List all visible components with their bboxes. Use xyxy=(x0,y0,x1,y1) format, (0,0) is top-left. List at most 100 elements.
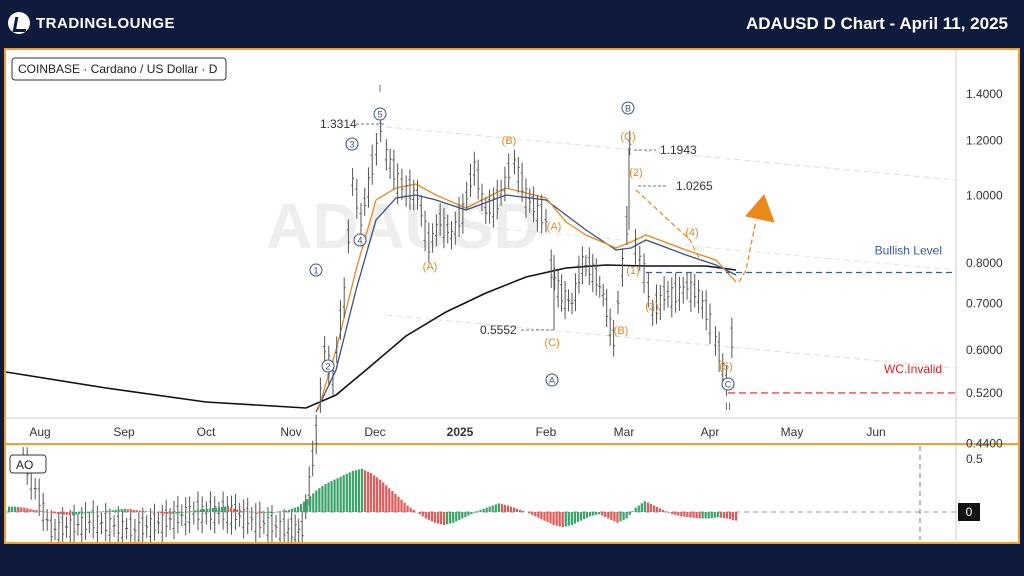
wave-label-b-small: (B) xyxy=(502,135,517,147)
ao-bar xyxy=(628,512,631,515)
ao-bar xyxy=(464,512,467,518)
ao-bar xyxy=(38,510,41,512)
ao-bar xyxy=(634,507,637,512)
wave-label-3-orange: (3) xyxy=(645,301,658,313)
ao-bar xyxy=(290,508,294,512)
ao-bar xyxy=(266,512,269,514)
ao-bar xyxy=(576,512,580,523)
ao-bar xyxy=(452,512,455,523)
wave-label-2-orange: (2) xyxy=(629,167,642,179)
ao-bar xyxy=(84,512,87,514)
ao-bar xyxy=(14,506,17,512)
ao-bar xyxy=(631,511,634,512)
wave-label-4-orange: (4) xyxy=(685,227,698,239)
wave-label-3: 3 xyxy=(349,140,354,150)
price-label-c-high: 1.1943 xyxy=(660,143,697,157)
ao-bar xyxy=(141,510,145,512)
ao-bar xyxy=(512,507,516,512)
ao-bar xyxy=(312,493,315,512)
ao-bar xyxy=(488,506,491,512)
wave-label-a-major: A xyxy=(549,376,555,386)
ao-bar xyxy=(491,505,494,512)
ao-bar xyxy=(494,504,497,512)
ao-bar xyxy=(722,512,726,519)
ao-bar xyxy=(172,512,175,514)
ao-bar xyxy=(56,512,59,514)
price-label-high: 1.3314 xyxy=(320,117,357,131)
ao-bar xyxy=(360,468,364,512)
ao-bar xyxy=(442,512,446,525)
ao-bar xyxy=(169,512,172,515)
x-tick-label: Aug xyxy=(29,425,50,439)
ao-zero-box xyxy=(958,503,980,521)
ao-bar xyxy=(132,509,135,512)
ao-bar xyxy=(324,483,327,512)
ao-bar xyxy=(598,512,601,515)
ao-bar xyxy=(190,511,193,512)
ao-bar xyxy=(710,512,713,519)
ao-bar xyxy=(114,509,117,512)
ao-bar xyxy=(157,512,160,513)
ao-bar xyxy=(296,506,300,512)
ao-bar xyxy=(342,475,345,512)
wave-label-3-circle xyxy=(345,137,359,151)
ao-bar xyxy=(519,509,522,512)
ao-bar xyxy=(439,512,443,525)
ao-bar xyxy=(686,512,689,518)
ao-bar xyxy=(582,512,586,520)
ao-bar xyxy=(327,482,330,512)
ao-bar xyxy=(50,512,53,514)
y-tick-label: 0.6000 xyxy=(966,343,1003,357)
ao-bar xyxy=(552,512,555,525)
target-arrow-icon xyxy=(745,194,775,223)
ao-label-box xyxy=(9,454,47,474)
ao-bar xyxy=(506,505,510,512)
ao-bar xyxy=(725,512,729,519)
ao-bar xyxy=(674,512,677,515)
ao-bar xyxy=(242,510,245,512)
x-tick-label: Feb xyxy=(536,425,557,439)
ao-bar xyxy=(208,508,211,512)
ao-bar xyxy=(515,508,519,512)
ao-bar xyxy=(363,470,367,512)
ao-bar xyxy=(303,501,306,512)
ao-bar xyxy=(379,479,382,512)
ao-bar xyxy=(65,512,69,515)
price-chart[interactable]: ADAUSD1.80001.40001.20001.00000.80000.70… xyxy=(5,11,1018,551)
ao-bar xyxy=(588,512,592,517)
ao-bar xyxy=(734,512,738,521)
ao-bar xyxy=(661,509,665,512)
x-tick-label: Mar xyxy=(614,425,635,439)
logo-icon xyxy=(8,12,30,34)
ao-bar xyxy=(8,506,11,512)
ao-bar xyxy=(245,511,248,512)
ao-bar xyxy=(354,470,357,512)
ao-bar xyxy=(622,512,625,520)
y-tick-label: 0.7000 xyxy=(966,296,1003,310)
ao-bar xyxy=(677,512,680,516)
y-tick-label: 0.4400 xyxy=(966,436,1003,450)
ao-bar xyxy=(610,512,613,520)
ao-bar xyxy=(394,494,397,512)
ao-bar xyxy=(81,512,84,514)
ao-bar xyxy=(728,512,732,520)
wave-label-c-major-circle xyxy=(721,377,735,391)
ao-bar xyxy=(601,512,604,516)
ao-bar xyxy=(479,509,482,512)
ao-bar xyxy=(166,512,169,514)
ao-bar xyxy=(388,488,391,512)
ao-bar xyxy=(461,512,464,519)
y-tick-label: 0.5200 xyxy=(966,386,1003,400)
ao-bar xyxy=(306,499,309,512)
ao-bar xyxy=(546,512,549,523)
ao-bar xyxy=(555,512,558,526)
ao-bar xyxy=(604,512,607,518)
ao-bar xyxy=(683,512,686,517)
ao-bar xyxy=(129,509,132,512)
ao-bar xyxy=(376,477,379,512)
ao-bar xyxy=(35,510,38,512)
ao-bar xyxy=(59,512,62,515)
ao-bar xyxy=(260,512,263,514)
ao-bar xyxy=(351,470,354,512)
ao-bar xyxy=(281,511,284,512)
